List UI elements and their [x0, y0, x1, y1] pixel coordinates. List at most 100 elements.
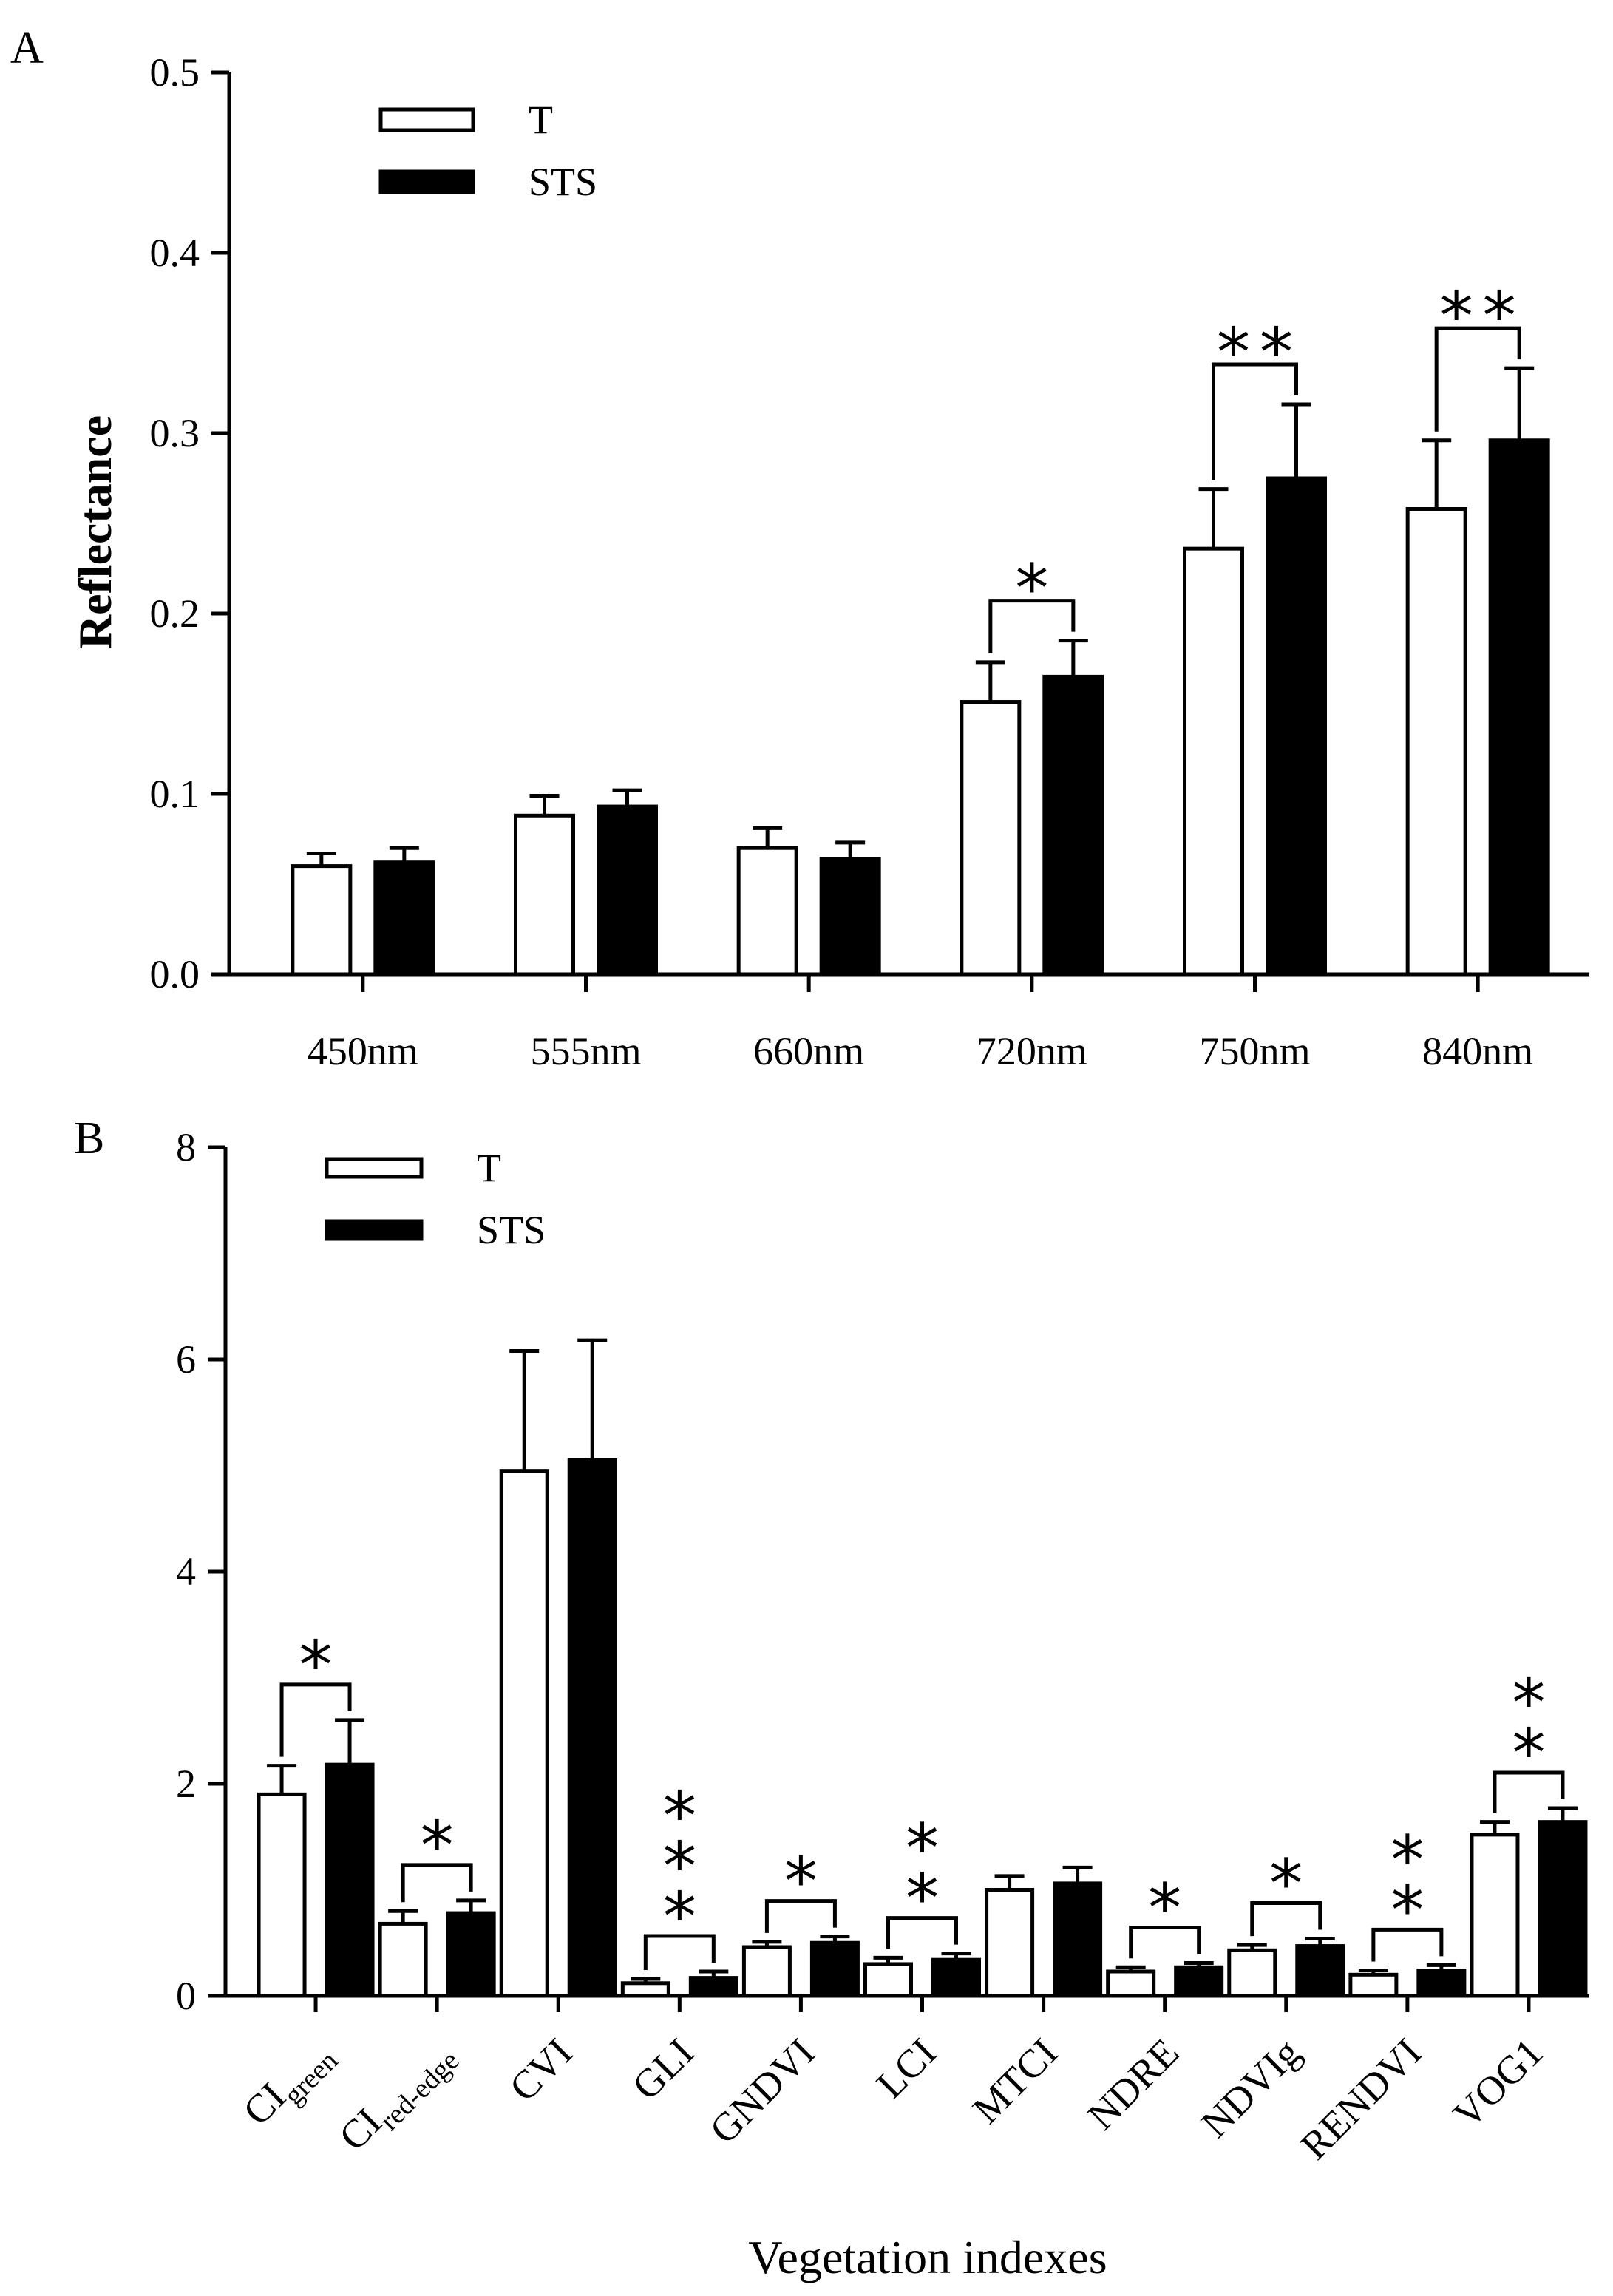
significance-star: * [299, 1627, 333, 1705]
x-tick-label: 720nm [977, 1029, 1087, 1073]
x-tick-label: 450nm [308, 1029, 418, 1073]
significance-bracket [1129, 1926, 1201, 1959]
significance-star: * [663, 1828, 696, 1906]
x-tick-label-main: LCI [868, 2030, 945, 2107]
panel-label: B [74, 1113, 104, 1164]
significance-star: * [1483, 278, 1516, 356]
bar-t [863, 1962, 913, 1998]
significance-star: * [784, 1844, 818, 1921]
x-tick-label: NDVIg [1192, 2030, 1308, 2146]
x-tick-label: MTCI [964, 2030, 1066, 2132]
y-tick-label: 0.0 [150, 952, 200, 996]
panel-label: A [10, 23, 44, 73]
significance-star: * [663, 1878, 696, 1956]
significance-bracket [401, 1863, 473, 1903]
bar-t [1405, 506, 1467, 977]
legend-swatch-t [378, 107, 475, 132]
legend-label-sts: STS [529, 160, 597, 204]
x-tick-label: CIred-edge [330, 2030, 465, 2164]
bar-t [985, 1888, 1035, 1998]
significance-bracket [1212, 362, 1298, 480]
significance-bracket [1371, 1927, 1444, 1962]
significance-star: * [906, 1861, 939, 1938]
bar-t [1348, 1972, 1399, 1998]
x-tick-label-subscript: red-edge [374, 2045, 466, 2137]
significance-star: * [906, 1810, 939, 1888]
significance-star: * [1260, 314, 1293, 392]
significance-bracket [988, 599, 1076, 653]
bar-t [514, 813, 575, 977]
significance-star: * [1390, 1872, 1424, 1949]
x-tick-label: 555nm [530, 1029, 641, 1073]
significance-bracket [764, 1899, 837, 1933]
significance-star: * [1512, 1665, 1545, 1742]
x-axis-label: Vegetation indexes [748, 2231, 1107, 2283]
y-axis-label: Reflectance [69, 415, 121, 649]
y-tick-label: 6 [176, 1337, 196, 1382]
bar-sts [567, 1458, 617, 1998]
x-tick-label-main: NDVIg [1192, 2030, 1308, 2146]
bar-sts [597, 804, 658, 977]
x-tick-label: LCI [868, 2030, 945, 2107]
bar-sts [1266, 476, 1327, 977]
y-tick-label: 0.1 [150, 772, 200, 816]
y-tick-label: 0.5 [150, 50, 200, 95]
x-tick-label-main: RENDVI [1292, 2030, 1430, 2168]
bar-sts [819, 857, 881, 977]
bar-t [1227, 1948, 1277, 1998]
bar-t [741, 1945, 792, 1998]
legend-label-t: T [529, 98, 553, 142]
bar-sts [1295, 1944, 1345, 1998]
legend-label-sts: STS [477, 1208, 546, 1252]
x-tick-label-main: VOG1 [1444, 2030, 1551, 2136]
significance-bracket [886, 1916, 958, 1949]
bar-t [257, 1792, 307, 1998]
significance-star: * [1148, 1870, 1181, 1948]
bar-sts [1053, 1881, 1103, 1998]
y-tick-label: 8 [176, 1125, 196, 1169]
bar-sts [931, 1957, 981, 1998]
x-tick-label: CVI [501, 2030, 581, 2110]
significance-star: * [1015, 551, 1048, 628]
legend-swatch-sts [378, 169, 475, 194]
bar-t [1183, 546, 1244, 977]
bar-sts [1042, 674, 1104, 977]
bar-t [291, 864, 353, 977]
significance-star: * [1269, 1846, 1303, 1923]
bar-t [620, 1981, 670, 1998]
y-tick-label: 2 [176, 1762, 196, 1806]
legend-swatch-sts [325, 1219, 424, 1241]
significance-bracket [279, 1682, 352, 1757]
significance-bracket [643, 1934, 716, 1971]
x-tick-label-main: NDRE [1079, 2030, 1187, 2138]
bar-sts [1488, 438, 1550, 977]
x-tick-label: CIgreen [234, 2030, 344, 2139]
significance-star: * [663, 1778, 696, 1855]
bar-sts [688, 1976, 738, 1998]
bar-t [1106, 1969, 1156, 1998]
significance-bracket [1493, 1770, 1565, 1813]
legend-swatch-t [325, 1157, 424, 1179]
x-tick-label: NDRE [1079, 2030, 1187, 2138]
significance-bracket [1434, 326, 1521, 432]
x-tick-label-main: MTCI [964, 2030, 1066, 2132]
bar-sts [1538, 1820, 1588, 1998]
x-tick-label-main: GNDVI [701, 2030, 823, 2152]
legend-label-t: T [477, 1146, 501, 1190]
bar-sts [446, 1911, 496, 1998]
significance-star: * [1512, 1715, 1545, 1793]
x-tick-label-main: GLI [624, 2030, 702, 2108]
y-tick-label: 4 [176, 1549, 196, 1594]
bar-t [960, 700, 1022, 977]
bar-sts [325, 1762, 375, 1998]
bar-sts [1416, 1969, 1467, 1998]
bar-t [499, 1469, 549, 1998]
x-tick-label: 840nm [1422, 1029, 1533, 1073]
significance-bracket [1250, 1901, 1322, 1937]
bar-t [378, 1921, 428, 1998]
y-tick-label: 0 [176, 1974, 196, 2018]
significance-star: * [421, 1807, 454, 1885]
bar-t [736, 846, 798, 977]
